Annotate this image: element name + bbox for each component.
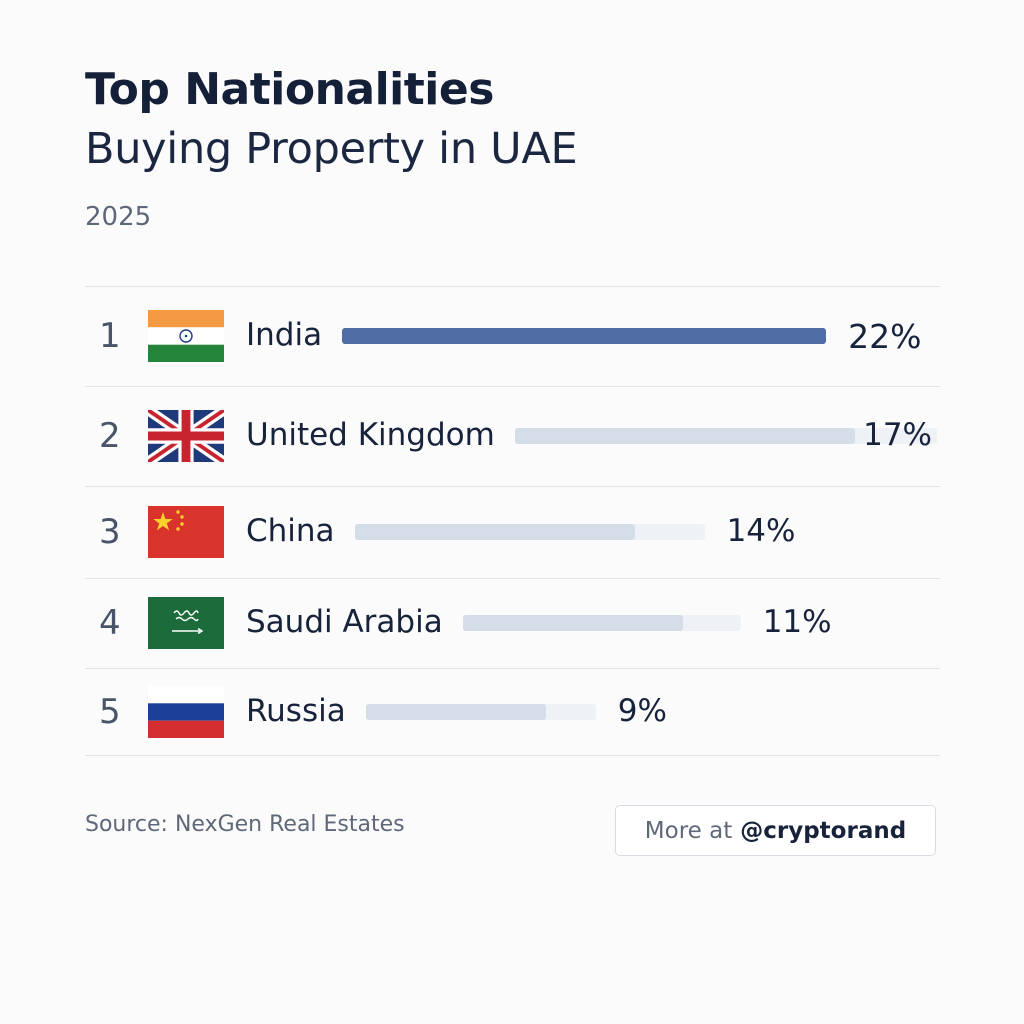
value-label: 9%: [617, 692, 667, 729]
rank-number: 2: [99, 416, 121, 456]
source-note: Source: NexGen Real Estates: [85, 812, 405, 837]
ranking-row: 1 India 22%: [85, 286, 940, 386]
more-at-prefix: More at: [644, 817, 733, 844]
value-label: 17%: [863, 417, 932, 453]
bar-track: [342, 328, 827, 344]
ranking-row: 3 China 14%: [85, 486, 940, 578]
row-separator: [85, 578, 940, 579]
ranking-row: 5 Russia 9%: [85, 668, 940, 755]
value-label: 11%: [762, 604, 832, 640]
bar: [514, 428, 855, 444]
ranking-row: 2 United Kingdom 17%: [85, 386, 940, 486]
top-rule: [85, 286, 940, 287]
row-separator: [85, 755, 940, 756]
page-subtitle: Buying Property in UAE: [85, 124, 578, 174]
bar: [365, 703, 546, 720]
page-title: Top Nationalities: [85, 64, 494, 115]
year-label: 2025: [85, 202, 152, 232]
bar: [342, 328, 827, 344]
united-kingdom-flag: [148, 410, 224, 462]
country-name: Saudi Arabia: [246, 604, 443, 640]
china-flag: [148, 506, 224, 558]
saudi-arabia-flag: [148, 597, 224, 649]
india-flag: [148, 310, 224, 362]
more-at-button[interactable]: More at @cryptorand: [615, 805, 936, 856]
bar-track: [365, 703, 596, 720]
rank-number: 4: [99, 603, 121, 643]
rank-number: 1: [99, 316, 121, 356]
rank-number: 3: [99, 512, 121, 552]
russia-flag: [148, 685, 224, 738]
bar-track: [354, 524, 705, 540]
country-name: Russia: [246, 692, 346, 729]
value-label: 22%: [848, 317, 922, 356]
bar: [354, 524, 635, 540]
country-name: United Kingdom: [246, 417, 495, 453]
row-separator: [85, 668, 940, 669]
ranking-row: 4 Saudi Arabia 11%: [85, 578, 940, 668]
bar-track: [462, 615, 741, 631]
bar: [462, 615, 683, 631]
row-separator: [85, 486, 940, 487]
bar-track: [514, 428, 937, 444]
rank-number: 5: [99, 691, 121, 732]
country-name: China: [246, 513, 335, 549]
value-label: 14%: [726, 513, 796, 549]
row-separator: [85, 386, 940, 387]
country-name: India: [246, 317, 323, 353]
more-at-handle: @cryptorand: [740, 817, 907, 844]
